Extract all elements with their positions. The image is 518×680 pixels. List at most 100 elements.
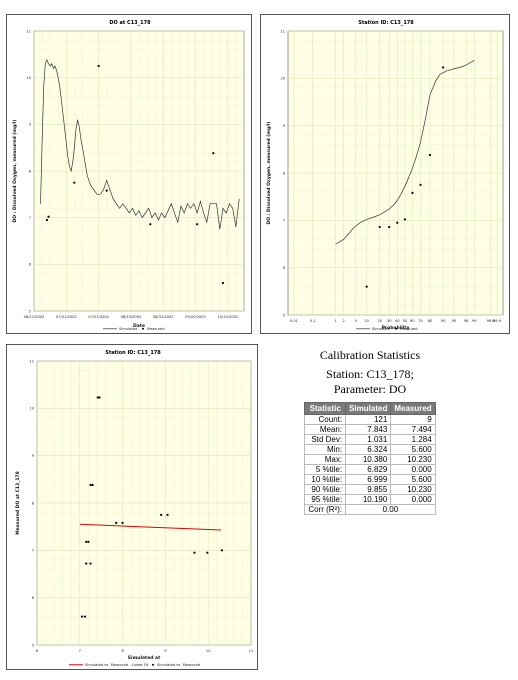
x-tick-label: 8 bbox=[121, 649, 124, 653]
x-tick-label: 40 bbox=[395, 319, 400, 323]
stats-simulated-value: 9.855 bbox=[345, 484, 392, 495]
stats-label: Mean: bbox=[304, 424, 347, 435]
x-tick-label: 10 bbox=[206, 649, 211, 653]
y-tick-label: 11 bbox=[26, 29, 31, 33]
stats-row: Max: 10.380 10.230 bbox=[304, 454, 436, 465]
probability-chart-panel: Station ID: C13_178 5 6 7 8 9 10 11 DO : Dissolv… bbox=[260, 14, 510, 334]
stats-simulated-value: 6.829 bbox=[345, 464, 392, 475]
stats-measured-value: 10.230 bbox=[390, 454, 436, 465]
measured-point bbox=[221, 281, 225, 285]
y-axis-label: Measured DO at C13_178 bbox=[15, 471, 21, 535]
measured-point bbox=[428, 153, 432, 157]
measured-point bbox=[149, 223, 152, 226]
scatter-point bbox=[166, 513, 169, 516]
scatter-point bbox=[206, 551, 209, 554]
stats-row: Std Dev: 1.031 1.284 bbox=[304, 434, 436, 445]
stats-measured-value: 10.230 bbox=[390, 484, 436, 495]
x-tick-label: 99.9 bbox=[493, 319, 502, 323]
chart-title: Station ID: C13_178 bbox=[358, 20, 414, 26]
y-tick-label: 9 bbox=[32, 454, 35, 458]
scatter-point bbox=[87, 540, 90, 543]
stats-simulated-value: 10.380 bbox=[345, 454, 392, 465]
x-tick-label: 95 bbox=[452, 319, 457, 323]
stats-label: 5 %tile: bbox=[304, 464, 347, 475]
stats-row: Mean: 7.843 7.494 bbox=[304, 424, 436, 435]
stats-subtitle: Station: C13_178; Parameter: DO bbox=[326, 367, 414, 396]
measured-point bbox=[212, 152, 215, 155]
scatter-point bbox=[121, 521, 124, 524]
legend-points-swatch bbox=[152, 663, 154, 666]
measured-point bbox=[419, 183, 422, 186]
legend-simulated-label: Simulated bbox=[372, 327, 390, 331]
timeseries-chart: DO at C13_178 5 6 7 8 9 10 11 DO : Dissolved Oxy… bbox=[12, 20, 245, 331]
legend-measured-label: Measured bbox=[147, 327, 165, 331]
stats-row: 95 %tile: 10.190 0.000 bbox=[304, 494, 436, 505]
y-tick-label: 6 bbox=[32, 596, 35, 600]
calibration-statistics: Calibration Statistics Station: C13_178;… bbox=[300, 348, 440, 515]
measured-point bbox=[105, 189, 108, 192]
x-tick-label: 10/10/2002 bbox=[217, 315, 238, 319]
stats-header-simulated: Simulated bbox=[345, 402, 392, 415]
x-tick-label: 06/11/2002 bbox=[24, 315, 45, 319]
measured-point bbox=[403, 218, 406, 221]
x-tick-label: 50 bbox=[403, 319, 408, 323]
scatter-point bbox=[85, 540, 88, 543]
measured-point bbox=[196, 223, 199, 226]
scatter-point bbox=[89, 483, 92, 487]
stats-measured-value: 9 bbox=[390, 414, 436, 425]
x-tick-label: 30 bbox=[387, 319, 392, 323]
stats-label: 95 %tile: bbox=[304, 494, 347, 505]
x-tick-label: 60 bbox=[410, 319, 415, 323]
measured-point bbox=[411, 191, 414, 194]
legend-measured-swatch bbox=[395, 327, 397, 330]
legend-fit-label: Simulated vs. Measured - Linear Fit bbox=[85, 663, 149, 667]
y-tick-label: 7 bbox=[32, 549, 34, 553]
x-tick-label: 5 bbox=[355, 319, 357, 323]
stats-simulated-value: 6.999 bbox=[345, 474, 392, 485]
x-tick-label: 70 bbox=[418, 319, 423, 323]
stats-row: 5 %tile: 6.829 0.000 bbox=[304, 464, 436, 475]
y-tick-label: 8 bbox=[29, 169, 32, 173]
y-tick-label: 10 bbox=[26, 76, 31, 80]
x-tick-label: 6 bbox=[36, 649, 39, 653]
stats-header-row: Statistic Simulated Measured bbox=[304, 402, 436, 415]
y-tick-label: 8 bbox=[32, 501, 35, 505]
stats-simulated-value: 7.843 bbox=[345, 424, 392, 435]
scatter-point bbox=[91, 483, 94, 487]
x-tick-label: 11 bbox=[249, 649, 254, 653]
y-axis-label: DO : Dissolved Oxygen, measured (mg/l) bbox=[266, 122, 272, 225]
scatter-chart-panel: Station ID: C13_178 5 6 7 8 9 10 11 Measured DO … bbox=[6, 344, 258, 670]
y-tick-label: 5 bbox=[32, 643, 34, 647]
x-tick-label: 07/21/2002 bbox=[88, 315, 109, 319]
scatter-point bbox=[115, 521, 118, 524]
y-tick-label: 5 bbox=[283, 313, 285, 317]
x-tick-label: 08/10/2002 bbox=[121, 315, 142, 319]
stats-title: Calibration Statistics bbox=[319, 348, 421, 362]
legend-simulated-label: Simulated bbox=[119, 327, 137, 331]
stats-table: Statistic Simulated Measured Count: 121 9 M… bbox=[304, 402, 436, 515]
scatter-point bbox=[89, 562, 92, 565]
measured-point bbox=[396, 221, 399, 224]
stats-simulated-value: 10.190 bbox=[345, 494, 392, 505]
stats-measured-value: 0.000 bbox=[390, 464, 436, 475]
stats-label: Max: bbox=[304, 454, 347, 465]
x-tick-label: 08/31/2002 bbox=[153, 315, 174, 319]
stats-row: 90 %tile: 9.855 10.230 bbox=[304, 484, 436, 495]
probability-chart: Station ID: C13_178 5 6 7 8 9 10 11 DO : Dissolv… bbox=[266, 20, 504, 331]
y-tick-label: 6 bbox=[283, 266, 286, 270]
stats-corr-value: 0.00 bbox=[345, 504, 436, 515]
stats-measured-value: 0.000 bbox=[390, 494, 436, 505]
stats-label: Std Dev: bbox=[304, 434, 347, 445]
y-tick-label: 10 bbox=[29, 407, 34, 411]
y-tick-label: 5 bbox=[29, 309, 31, 313]
x-tick-label: 99 bbox=[472, 319, 477, 323]
x-tick-label: 99.8 bbox=[487, 319, 496, 323]
y-tick-label: 10 bbox=[280, 77, 285, 81]
scatter-point bbox=[83, 615, 87, 618]
stats-label: 90 %tile: bbox=[304, 484, 347, 495]
x-axis-label: Simulated at bbox=[128, 655, 161, 661]
stats-corr-label: Corr (R²): bbox=[304, 504, 347, 515]
scatter-point bbox=[80, 615, 84, 618]
simulated-series-line bbox=[335, 59, 475, 245]
